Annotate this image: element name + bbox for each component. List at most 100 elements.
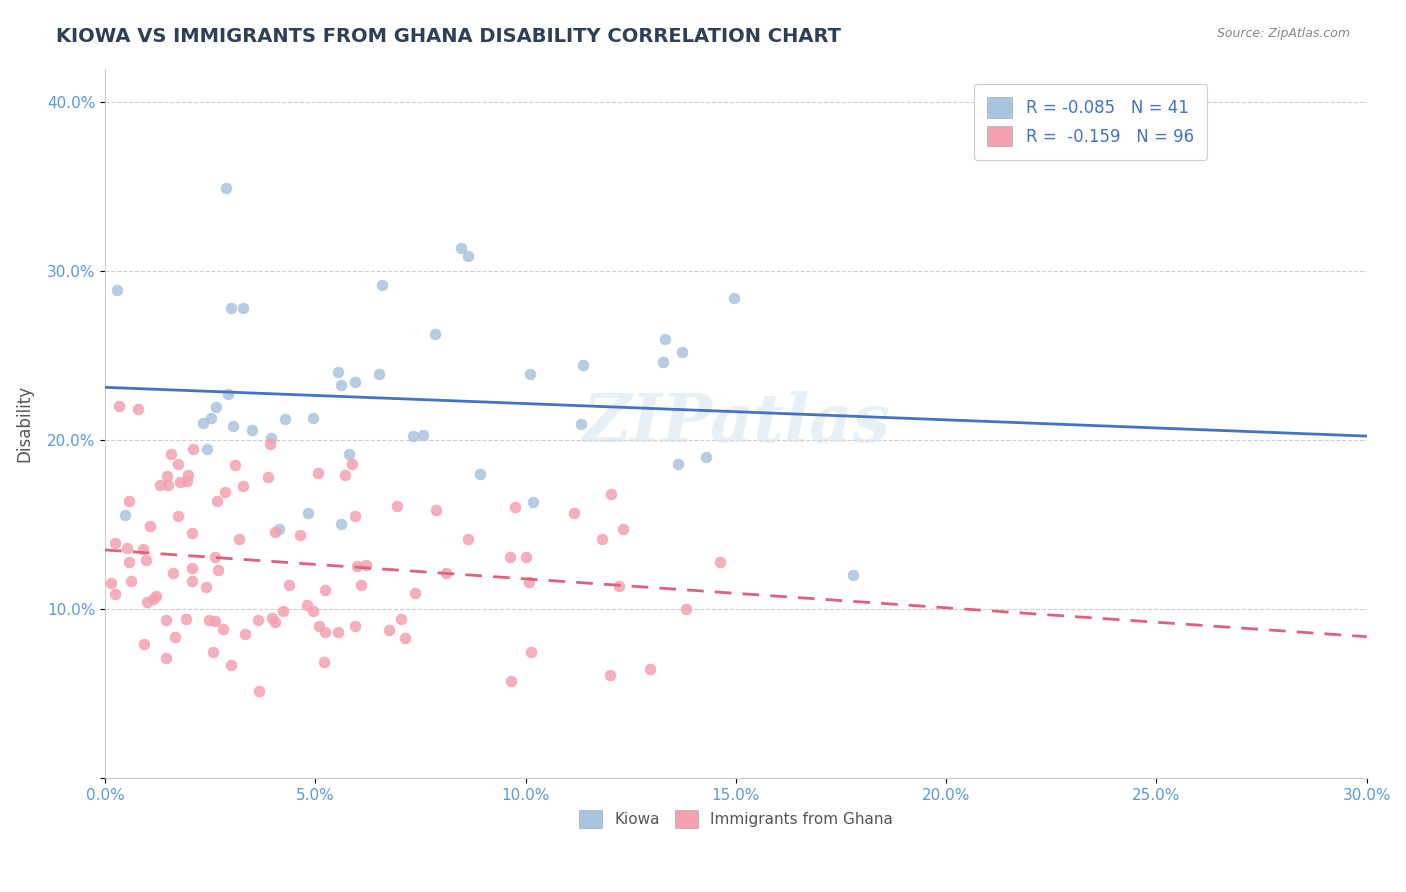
Point xyxy=(288,527,311,541)
Point xyxy=(204,550,226,565)
Point xyxy=(207,563,229,577)
Point xyxy=(591,532,613,546)
Point xyxy=(105,283,128,297)
Point xyxy=(104,535,127,549)
Point xyxy=(240,423,263,437)
Point xyxy=(709,555,731,569)
Point xyxy=(176,474,198,488)
Point xyxy=(214,181,236,195)
Point xyxy=(155,651,177,665)
Point xyxy=(104,587,127,601)
Point xyxy=(515,549,537,564)
Point xyxy=(457,533,479,547)
Point xyxy=(136,595,159,609)
Point xyxy=(522,495,544,509)
Point xyxy=(517,575,540,590)
Point xyxy=(264,525,287,540)
Point xyxy=(425,326,447,341)
Point xyxy=(195,442,218,457)
Point xyxy=(308,619,330,633)
Point xyxy=(343,619,366,633)
Point xyxy=(221,419,243,434)
Point xyxy=(204,614,226,628)
Point xyxy=(346,558,368,573)
Point xyxy=(219,301,242,316)
Point xyxy=(389,612,412,626)
Point xyxy=(181,560,204,574)
Point xyxy=(337,447,360,461)
Point xyxy=(723,291,745,305)
Point xyxy=(155,613,177,627)
Point xyxy=(176,611,198,625)
Point xyxy=(166,457,188,471)
Point xyxy=(193,417,215,431)
Point xyxy=(302,411,325,425)
Point xyxy=(259,437,281,451)
Point xyxy=(200,410,222,425)
Point xyxy=(503,500,526,514)
Point xyxy=(217,387,239,401)
Point xyxy=(671,344,693,359)
Point xyxy=(450,242,472,256)
Point xyxy=(198,613,221,627)
Point xyxy=(224,458,246,473)
Point xyxy=(434,566,457,581)
Point xyxy=(343,375,366,389)
Point xyxy=(328,366,350,380)
Point xyxy=(264,615,287,630)
Point xyxy=(257,469,280,483)
Point xyxy=(132,637,155,651)
Point xyxy=(114,508,136,523)
Point xyxy=(271,604,294,618)
Point xyxy=(571,417,593,431)
Point xyxy=(599,668,621,682)
Point xyxy=(169,475,191,489)
Point xyxy=(314,624,336,639)
Point xyxy=(278,578,301,592)
Point xyxy=(205,400,228,414)
Point xyxy=(260,610,283,624)
Point xyxy=(499,550,522,565)
Point xyxy=(404,585,426,599)
Point xyxy=(214,485,236,500)
Point xyxy=(333,467,356,482)
Point xyxy=(425,502,447,516)
Point xyxy=(181,526,204,541)
Point xyxy=(499,674,522,689)
Point xyxy=(127,402,149,417)
Point xyxy=(267,522,290,536)
Point xyxy=(108,400,131,414)
Point xyxy=(457,249,479,263)
Point xyxy=(562,506,585,520)
Point xyxy=(312,656,335,670)
Text: KIOWA VS IMMIGRANTS FROM GHANA DISABILITY CORRELATION CHART: KIOWA VS IMMIGRANTS FROM GHANA DISABILIT… xyxy=(56,27,841,45)
Point xyxy=(297,506,319,520)
Point xyxy=(259,431,281,445)
Point xyxy=(211,622,233,636)
Point xyxy=(162,566,184,580)
Text: Source: ZipAtlas.com: Source: ZipAtlas.com xyxy=(1216,27,1350,40)
Point xyxy=(314,582,336,597)
Point xyxy=(371,277,394,292)
Point xyxy=(343,508,366,523)
Point xyxy=(156,468,179,483)
Point xyxy=(160,447,183,461)
Point xyxy=(295,599,318,613)
Point xyxy=(519,645,541,659)
Point xyxy=(142,591,165,606)
Point xyxy=(139,519,162,533)
Point xyxy=(519,367,541,381)
Point xyxy=(228,532,250,546)
Point xyxy=(246,613,269,627)
Point xyxy=(207,494,229,508)
Point xyxy=(135,553,157,567)
Point xyxy=(367,367,389,381)
Y-axis label: Disability: Disability xyxy=(15,384,32,462)
Point xyxy=(157,477,180,491)
Point xyxy=(167,508,190,523)
Point xyxy=(149,478,172,492)
Point xyxy=(329,517,352,532)
Point xyxy=(232,301,254,315)
Point xyxy=(412,428,434,442)
Point xyxy=(329,377,352,392)
